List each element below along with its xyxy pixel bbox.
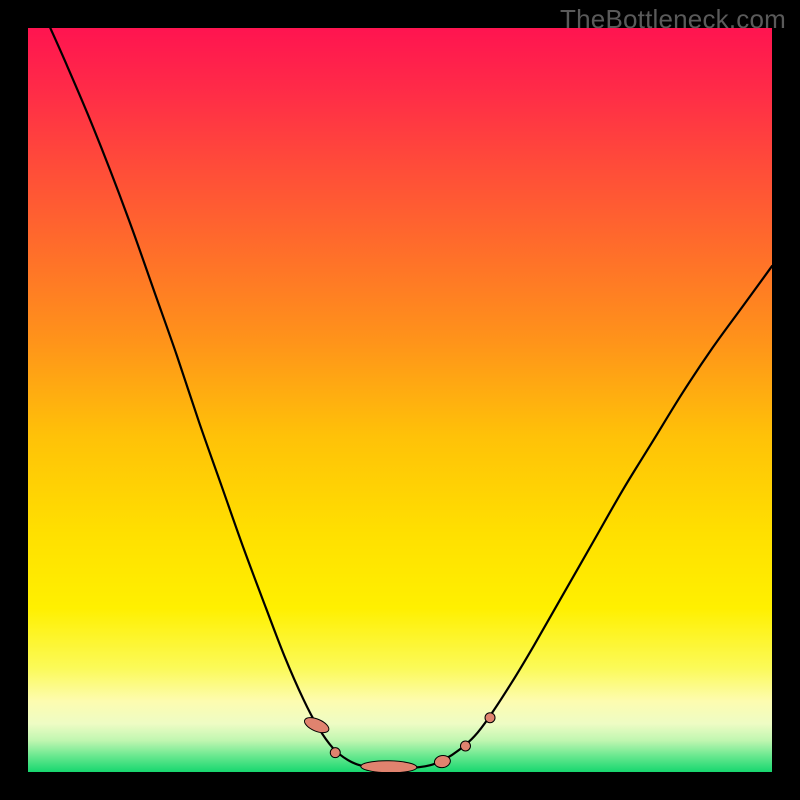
chart-frame: TheBottleneck.com [0,0,800,800]
data-marker [485,713,495,723]
watermark-text: TheBottleneck.com [560,4,786,35]
data-marker [330,748,340,758]
plot-svg [28,28,772,772]
plot-area [28,28,772,772]
data-marker [460,741,470,751]
gradient-background [28,28,772,772]
